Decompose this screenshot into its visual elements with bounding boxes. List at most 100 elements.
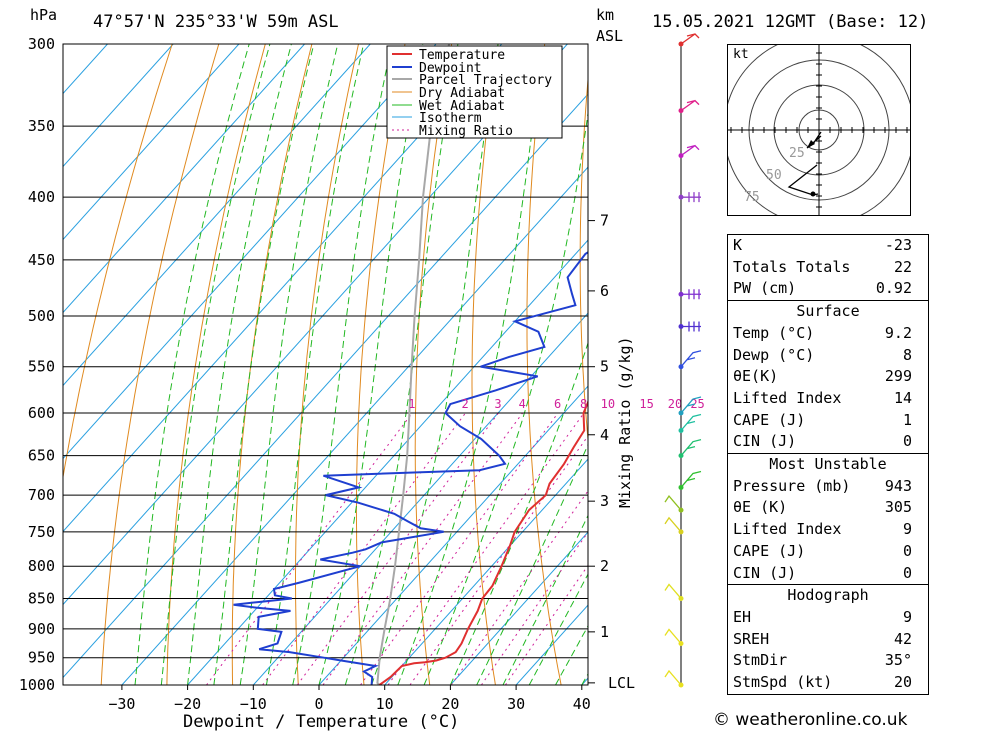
most-unstable-row: CIN (J) 0 <box>733 563 912 582</box>
index-row-pw: PW (cm) 0.92 <box>733 279 912 298</box>
wet-adiabat-line <box>449 341 588 685</box>
isotherm-line <box>384 458 588 685</box>
isotherm-line <box>121 166 588 685</box>
mixing-ratio-axis-title: Mixing Ratio (g/kg) <box>616 336 634 508</box>
hodograph-row: StmDir 35° <box>733 651 912 670</box>
x-tick-label: −10 <box>240 695 267 713</box>
x-axis-title: Dewpoint / Temperature (°C) <box>183 712 459 732</box>
mixing-ratio-label: 8 <box>580 397 587 411</box>
wind-barb <box>664 628 682 644</box>
datetime-title: 15.05.2021 12GMT (Base: 12) <box>652 12 928 32</box>
wet-adiabat-line <box>423 109 588 685</box>
dewpoint-line <box>233 251 588 685</box>
height-tick-label: 5 <box>600 358 609 376</box>
wind-barb <box>664 516 682 533</box>
height-tick-label: 3 <box>600 492 609 510</box>
height-tick-label: 6 <box>600 282 609 300</box>
wind-barb <box>680 33 700 45</box>
surface-row: Dewp (°C) 8 <box>733 345 912 364</box>
dry-adiabat-line <box>414 44 453 685</box>
hodograph-section-title: Hodograph <box>728 584 928 607</box>
x-tick-label: 30 <box>507 695 525 713</box>
location-title: 47°57'N 235°33'W 59m ASL <box>93 12 339 32</box>
surface-row: Temp (°C) 9.2 <box>733 323 912 342</box>
most-unstable-section-title: Most Unstable <box>728 453 928 476</box>
dry-adiabat-line <box>917 44 1000 685</box>
index-row-totals: Totals Totals 22 <box>733 257 912 276</box>
wind-barb <box>680 99 700 112</box>
pressure-tick-label: 900 <box>28 620 55 638</box>
mixing-ratio-line <box>322 412 524 685</box>
height-tick-label: LCL <box>608 674 635 692</box>
dry-adiabat-line <box>526 44 562 685</box>
hodograph-row: StmSpd (kt) 20 <box>733 673 912 692</box>
dry-adiabat-line <box>579 73 588 446</box>
surface-row: CAPE (J) 1 <box>733 410 912 429</box>
surface-section-title: Surface <box>728 300 928 323</box>
wind-profile <box>664 33 702 688</box>
height-unit-label: km <box>596 6 614 24</box>
isotherm-line <box>252 312 588 685</box>
height-tick-label: 1 <box>600 623 609 641</box>
wind-barb <box>664 669 682 686</box>
wind-barb <box>680 470 702 488</box>
parcel-trajectory-line <box>376 44 451 685</box>
mixing-ratio-label: 20 <box>668 397 682 411</box>
mixing-ratio-label: 6 <box>554 397 561 411</box>
isotherm-line <box>318 385 588 685</box>
wind-barb <box>681 321 701 332</box>
most-unstable-row: CAPE (J) 0 <box>733 541 912 560</box>
wet-adiabat-line <box>160 44 271 685</box>
hodograph-unit: kt <box>733 47 749 62</box>
x-tick-label: 0 <box>314 695 323 713</box>
height-tick-label: 4 <box>600 426 609 444</box>
legend-isotherm: Isotherm <box>419 111 482 126</box>
most-unstable-row: Pressure (mb) 943 <box>733 476 912 495</box>
pressure-tick-label: 650 <box>28 447 55 465</box>
legend-dewpoint: Dewpoint <box>419 61 482 76</box>
hodograph-ring-label-75: 75 <box>744 190 760 205</box>
x-tick-label: 20 <box>441 695 459 713</box>
mixing-ratio-line <box>360 412 559 685</box>
surface-row: θE(K) 299 <box>733 367 912 386</box>
pressure-tick-label: 800 <box>28 557 55 575</box>
wind-barb <box>680 439 702 457</box>
hodograph-trace <box>787 164 819 196</box>
height-unit-asl: ASL <box>596 27 623 45</box>
legend-wet-adiabat: Wet Adiabat <box>419 99 505 114</box>
dry-adiabat-line <box>231 44 313 685</box>
wind-barb <box>680 413 702 431</box>
legend: Temperature Dewpoint Parcel Trajectory D… <box>386 45 563 139</box>
height-tick-label: 2 <box>600 557 609 575</box>
temperature-line <box>378 399 588 685</box>
wind-barb <box>680 144 700 157</box>
x-tick-label: 10 <box>376 695 394 713</box>
wet-adiabat-line <box>292 44 393 685</box>
plot-frame <box>62 43 589 686</box>
wind-barb <box>680 350 702 368</box>
isotherm-line <box>450 531 588 685</box>
site-credit[interactable]: © weatheronline.co.uk <box>713 710 908 730</box>
wet-adiabat-line <box>187 44 292 685</box>
index-row-k: K -23 <box>733 236 912 254</box>
wind-barb <box>681 192 701 203</box>
hodograph-storm-arrow <box>807 140 815 148</box>
mixing-ratio-label: 2 <box>462 397 469 411</box>
mixing-ratio-line <box>450 490 588 685</box>
wet-adiabat-line <box>344 44 459 685</box>
hodograph-panel: kt 25 50 75 <box>723 34 915 226</box>
wind-barb <box>664 495 682 511</box>
pressure-tick-label: 550 <box>28 358 55 376</box>
wind-barb <box>664 583 682 599</box>
legend-temperature: Temperature <box>419 48 505 63</box>
pressure-tick-label: 400 <box>28 188 55 206</box>
hodograph-ring-label-50: 50 <box>766 168 782 183</box>
isotherm-line <box>63 44 437 460</box>
wind-barb <box>681 289 701 300</box>
legend-mixing-ratio: Mixing Ratio <box>419 124 513 139</box>
isotherm-line <box>63 44 371 387</box>
pressure-tick-label: 700 <box>28 486 55 504</box>
axes: 3003504004505005506006507007508008509009… <box>19 35 635 713</box>
isotherm-line <box>63 93 588 679</box>
